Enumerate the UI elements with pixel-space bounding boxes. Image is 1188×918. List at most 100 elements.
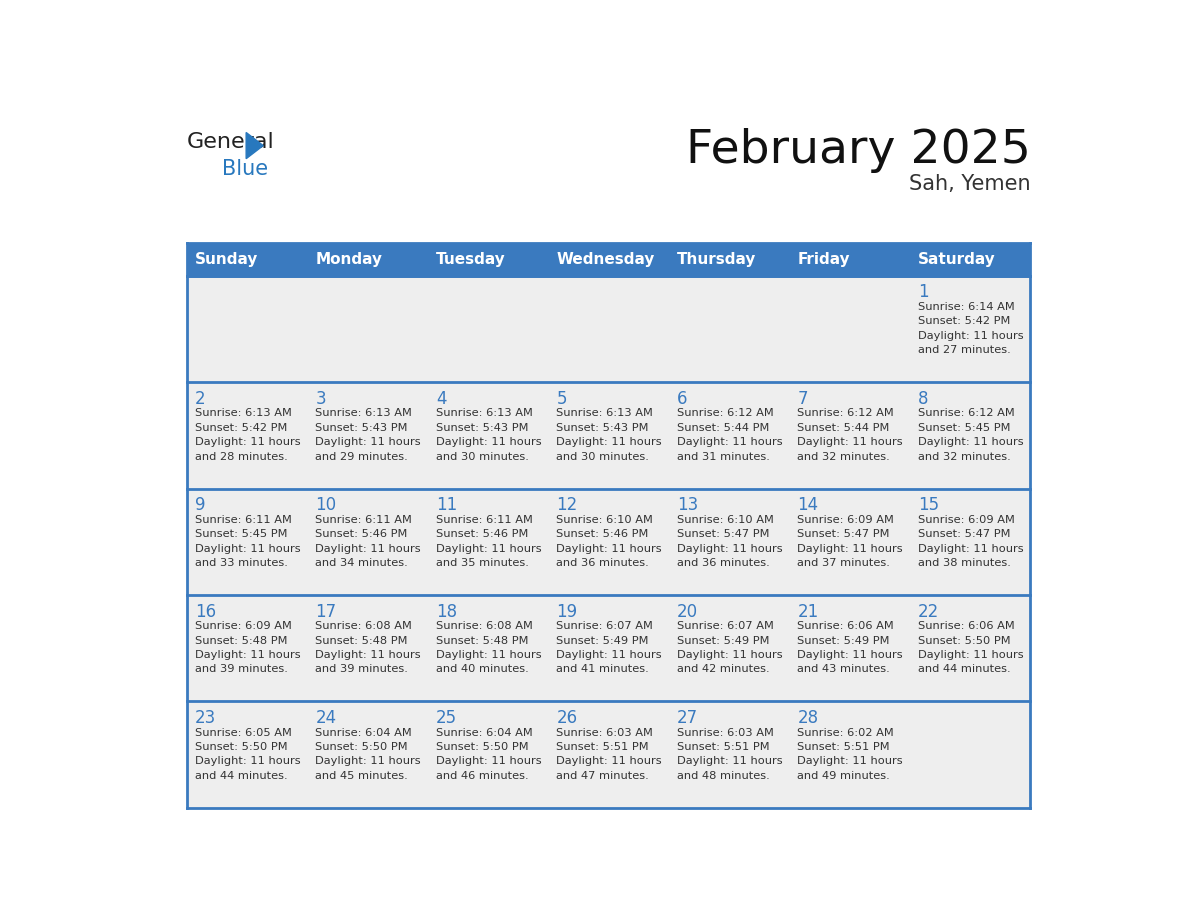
Bar [428,275,549,382]
Bar [669,701,790,808]
Bar [549,595,669,701]
Bar [790,382,910,488]
Bar [790,243,910,275]
Text: 4: 4 [436,390,447,408]
Text: 2: 2 [195,390,206,408]
Text: 19: 19 [556,602,577,621]
Text: Sunrise: 6:12 AM
Sunset: 5:44 PM
Daylight: 11 hours
and 32 minutes.: Sunrise: 6:12 AM Sunset: 5:44 PM Dayligh… [797,409,903,462]
Bar [669,243,790,275]
Text: Saturday: Saturday [918,252,996,267]
Text: 21: 21 [797,602,819,621]
Text: Sunrise: 6:06 AM
Sunset: 5:50 PM
Daylight: 11 hours
and 44 minutes.: Sunrise: 6:06 AM Sunset: 5:50 PM Dayligh… [918,621,1023,675]
Bar [428,243,549,275]
Text: 3: 3 [316,390,326,408]
Text: Sunrise: 6:09 AM
Sunset: 5:48 PM
Daylight: 11 hours
and 39 minutes.: Sunrise: 6:09 AM Sunset: 5:48 PM Dayligh… [195,621,301,675]
Bar [188,701,308,808]
Text: Sunrise: 6:13 AM
Sunset: 5:43 PM
Daylight: 11 hours
and 30 minutes.: Sunrise: 6:13 AM Sunset: 5:43 PM Dayligh… [556,409,662,462]
Bar [308,595,428,701]
Bar [428,701,549,808]
Text: 17: 17 [316,602,336,621]
Bar [790,595,910,701]
Bar [188,275,308,382]
Text: 23: 23 [195,709,216,727]
Text: Sunrise: 6:13 AM
Sunset: 5:43 PM
Daylight: 11 hours
and 29 minutes.: Sunrise: 6:13 AM Sunset: 5:43 PM Dayligh… [316,409,421,462]
Text: Friday: Friday [797,252,849,267]
Bar [790,488,910,595]
Text: 1: 1 [918,284,928,301]
Text: 25: 25 [436,709,457,727]
Text: Sunday: Sunday [195,252,258,267]
Text: Monday: Monday [316,252,383,267]
Text: 20: 20 [677,602,699,621]
Text: Sunrise: 6:08 AM
Sunset: 5:48 PM
Daylight: 11 hours
and 39 minutes.: Sunrise: 6:08 AM Sunset: 5:48 PM Dayligh… [316,621,421,675]
Text: Sunrise: 6:04 AM
Sunset: 5:50 PM
Daylight: 11 hours
and 45 minutes.: Sunrise: 6:04 AM Sunset: 5:50 PM Dayligh… [316,728,421,780]
Bar [428,488,549,595]
Text: Blue: Blue [222,160,268,179]
Text: 28: 28 [797,709,819,727]
Bar [790,701,910,808]
Text: 22: 22 [918,602,939,621]
Text: Sunrise: 6:07 AM
Sunset: 5:49 PM
Daylight: 11 hours
and 41 minutes.: Sunrise: 6:07 AM Sunset: 5:49 PM Dayligh… [556,621,662,675]
Bar [308,701,428,808]
Text: Sunrise: 6:02 AM
Sunset: 5:51 PM
Daylight: 11 hours
and 49 minutes.: Sunrise: 6:02 AM Sunset: 5:51 PM Dayligh… [797,728,903,780]
Bar [308,382,428,488]
Text: Thursday: Thursday [677,252,757,267]
Text: 16: 16 [195,602,216,621]
Text: Sunrise: 6:13 AM
Sunset: 5:42 PM
Daylight: 11 hours
and 28 minutes.: Sunrise: 6:13 AM Sunset: 5:42 PM Dayligh… [195,409,301,462]
Text: Sunrise: 6:11 AM
Sunset: 5:46 PM
Daylight: 11 hours
and 34 minutes.: Sunrise: 6:11 AM Sunset: 5:46 PM Dayligh… [316,515,421,568]
Bar [188,488,308,595]
Bar [669,595,790,701]
Text: Sunrise: 6:10 AM
Sunset: 5:47 PM
Daylight: 11 hours
and 36 minutes.: Sunrise: 6:10 AM Sunset: 5:47 PM Dayligh… [677,515,783,568]
Text: 6: 6 [677,390,688,408]
Polygon shape [246,132,264,159]
Text: 18: 18 [436,602,457,621]
Text: Sunrise: 6:03 AM
Sunset: 5:51 PM
Daylight: 11 hours
and 48 minutes.: Sunrise: 6:03 AM Sunset: 5:51 PM Dayligh… [677,728,783,780]
Bar [549,488,669,595]
Bar [428,382,549,488]
Bar [910,382,1030,488]
Bar [910,243,1030,275]
Text: Sunrise: 6:04 AM
Sunset: 5:50 PM
Daylight: 11 hours
and 46 minutes.: Sunrise: 6:04 AM Sunset: 5:50 PM Dayligh… [436,728,542,780]
Text: 9: 9 [195,497,206,514]
Bar [188,382,308,488]
Text: 12: 12 [556,497,577,514]
Bar [910,595,1030,701]
Text: 10: 10 [316,497,336,514]
Bar [549,275,669,382]
Text: 7: 7 [797,390,808,408]
Text: General: General [188,131,274,151]
Bar [549,243,669,275]
Text: Wednesday: Wednesday [556,252,655,267]
Text: 14: 14 [797,497,819,514]
Text: 5: 5 [556,390,567,408]
Text: Sunrise: 6:03 AM
Sunset: 5:51 PM
Daylight: 11 hours
and 47 minutes.: Sunrise: 6:03 AM Sunset: 5:51 PM Dayligh… [556,728,662,780]
Text: 8: 8 [918,390,928,408]
Text: Tuesday: Tuesday [436,252,506,267]
Bar [910,488,1030,595]
Bar [188,595,308,701]
Text: 26: 26 [556,709,577,727]
Bar [308,275,428,382]
Text: Sunrise: 6:10 AM
Sunset: 5:46 PM
Daylight: 11 hours
and 36 minutes.: Sunrise: 6:10 AM Sunset: 5:46 PM Dayligh… [556,515,662,568]
Bar [669,275,790,382]
Bar [910,275,1030,382]
Text: Sunrise: 6:05 AM
Sunset: 5:50 PM
Daylight: 11 hours
and 44 minutes.: Sunrise: 6:05 AM Sunset: 5:50 PM Dayligh… [195,728,301,780]
Bar [428,595,549,701]
Text: Sunrise: 6:07 AM
Sunset: 5:49 PM
Daylight: 11 hours
and 42 minutes.: Sunrise: 6:07 AM Sunset: 5:49 PM Dayligh… [677,621,783,675]
Bar [188,243,308,275]
Text: Sunrise: 6:06 AM
Sunset: 5:49 PM
Daylight: 11 hours
and 43 minutes.: Sunrise: 6:06 AM Sunset: 5:49 PM Dayligh… [797,621,903,675]
Text: 24: 24 [316,709,336,727]
Text: Sah, Yemen: Sah, Yemen [909,174,1030,194]
Text: 15: 15 [918,497,939,514]
Bar [790,275,910,382]
Text: Sunrise: 6:12 AM
Sunset: 5:44 PM
Daylight: 11 hours
and 31 minutes.: Sunrise: 6:12 AM Sunset: 5:44 PM Dayligh… [677,409,783,462]
Text: 27: 27 [677,709,699,727]
Text: Sunrise: 6:12 AM
Sunset: 5:45 PM
Daylight: 11 hours
and 32 minutes.: Sunrise: 6:12 AM Sunset: 5:45 PM Dayligh… [918,409,1023,462]
Text: 13: 13 [677,497,699,514]
Text: Sunrise: 6:08 AM
Sunset: 5:48 PM
Daylight: 11 hours
and 40 minutes.: Sunrise: 6:08 AM Sunset: 5:48 PM Dayligh… [436,621,542,675]
Text: Sunrise: 6:09 AM
Sunset: 5:47 PM
Daylight: 11 hours
and 37 minutes.: Sunrise: 6:09 AM Sunset: 5:47 PM Dayligh… [797,515,903,568]
Text: 11: 11 [436,497,457,514]
Text: Sunrise: 6:09 AM
Sunset: 5:47 PM
Daylight: 11 hours
and 38 minutes.: Sunrise: 6:09 AM Sunset: 5:47 PM Dayligh… [918,515,1023,568]
Text: Sunrise: 6:14 AM
Sunset: 5:42 PM
Daylight: 11 hours
and 27 minutes.: Sunrise: 6:14 AM Sunset: 5:42 PM Dayligh… [918,302,1023,355]
Text: Sunrise: 6:11 AM
Sunset: 5:46 PM
Daylight: 11 hours
and 35 minutes.: Sunrise: 6:11 AM Sunset: 5:46 PM Dayligh… [436,515,542,568]
